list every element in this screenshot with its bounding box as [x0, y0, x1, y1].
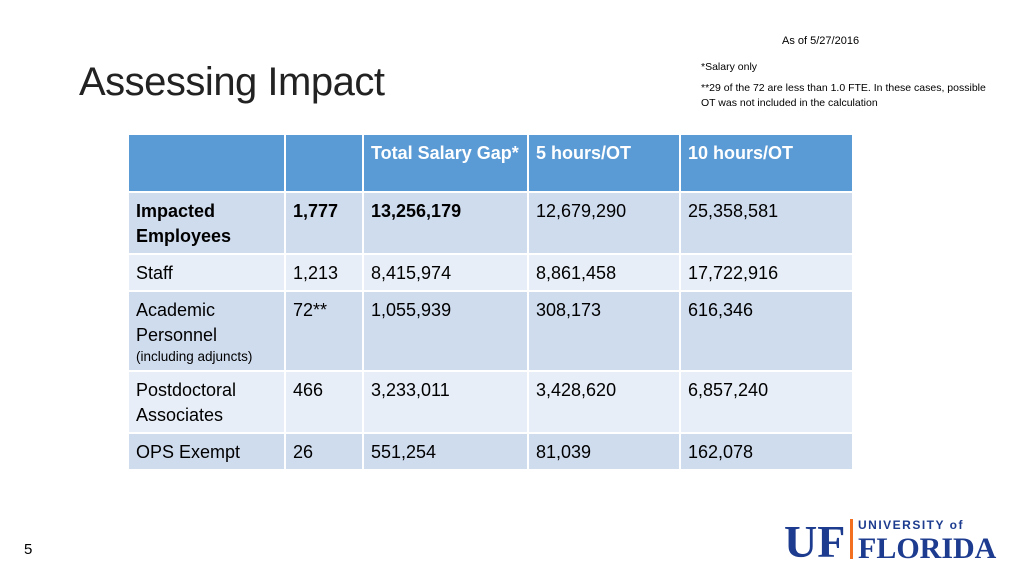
cell-5-hours-ot: 308,173: [527, 290, 681, 372]
row-label: OPS Exempt: [127, 432, 286, 471]
cell-10-hours-ot: 25,358,581: [679, 191, 854, 255]
cell-5-hours-ot: 12,679,290: [527, 191, 681, 255]
page-number: 5: [24, 541, 33, 558]
cell-count: 1,213: [284, 253, 364, 292]
header-cell-category: [127, 133, 286, 193]
cell-10-hours-ot: 17,722,916: [679, 253, 854, 292]
logo-monogram: UF: [784, 516, 845, 561]
header-10-hours-ot: 10 hours/OT: [679, 133, 854, 193]
table-row: OPS Exempt 26 551,254 81,039 162,078: [127, 432, 854, 471]
table-row: Postdoctoral Associates 466 3,233,011 3,…: [127, 370, 854, 434]
footnote-salary: *Salary only: [701, 61, 758, 73]
row-sublabel: (including adjuncts): [136, 349, 253, 364]
row-label: Postdoctoral Associates: [127, 370, 286, 434]
impact-table: Total Salary Gap* 5 hours/OT 10 hours/OT…: [127, 133, 854, 471]
cell-count: 26: [284, 432, 364, 471]
cell-total-salary-gap: 551,254: [362, 432, 529, 471]
table-row: Academic Personnel (including adjuncts) …: [127, 290, 854, 372]
cell-10-hours-ot: 162,078: [679, 432, 854, 471]
header-5-hours-ot: 5 hours/OT: [527, 133, 681, 193]
footnotes: *Salary only **29 of the 72 are less tha…: [701, 60, 1001, 111]
cell-count: 466: [284, 370, 364, 434]
table-row: Staff 1,213 8,415,974 8,861,458 17,722,9…: [127, 253, 854, 292]
cell-count: 72**: [284, 290, 364, 372]
cell-10-hours-ot: 6,857,240: [679, 370, 854, 434]
cell-5-hours-ot: 81,039: [527, 432, 681, 471]
cell-total-salary-gap: 8,415,974: [362, 253, 529, 292]
cell-5-hours-ot: 3,428,620: [527, 370, 681, 434]
slide-title: Assessing Impact: [79, 60, 385, 104]
logo-divider: [850, 519, 853, 559]
cell-5-hours-ot: 8,861,458: [527, 253, 681, 292]
footnote-fte: **29 of the 72 are less than 1.0 FTE. In…: [701, 82, 986, 109]
cell-10-hours-ot: 616,346: [679, 290, 854, 372]
table-header-row: Total Salary Gap* 5 hours/OT 10 hours/OT: [127, 133, 854, 193]
row-label: Academic Personnel (including adjuncts): [127, 290, 286, 372]
header-cell-count: [284, 133, 364, 193]
table-row: Impacted Employees 1,777 13,256,179 12,6…: [127, 191, 854, 255]
cell-total-salary-gap: 1,055,939: [362, 290, 529, 372]
cell-total-salary-gap: 3,233,011: [362, 370, 529, 434]
uf-logo: UF UNIVERSITY of FLORIDA: [784, 516, 997, 561]
logo-line2: FLORIDA: [858, 532, 997, 561]
as-of-date: As of 5/27/2016: [782, 35, 860, 47]
row-label: Impacted Employees: [127, 191, 286, 255]
logo-line1: UNIVERSITY of: [858, 518, 964, 532]
row-label: Staff: [127, 253, 286, 292]
cell-total-salary-gap: 13,256,179: [362, 191, 529, 255]
cell-count: 1,777: [284, 191, 364, 255]
header-total-salary-gap: Total Salary Gap*: [362, 133, 529, 193]
